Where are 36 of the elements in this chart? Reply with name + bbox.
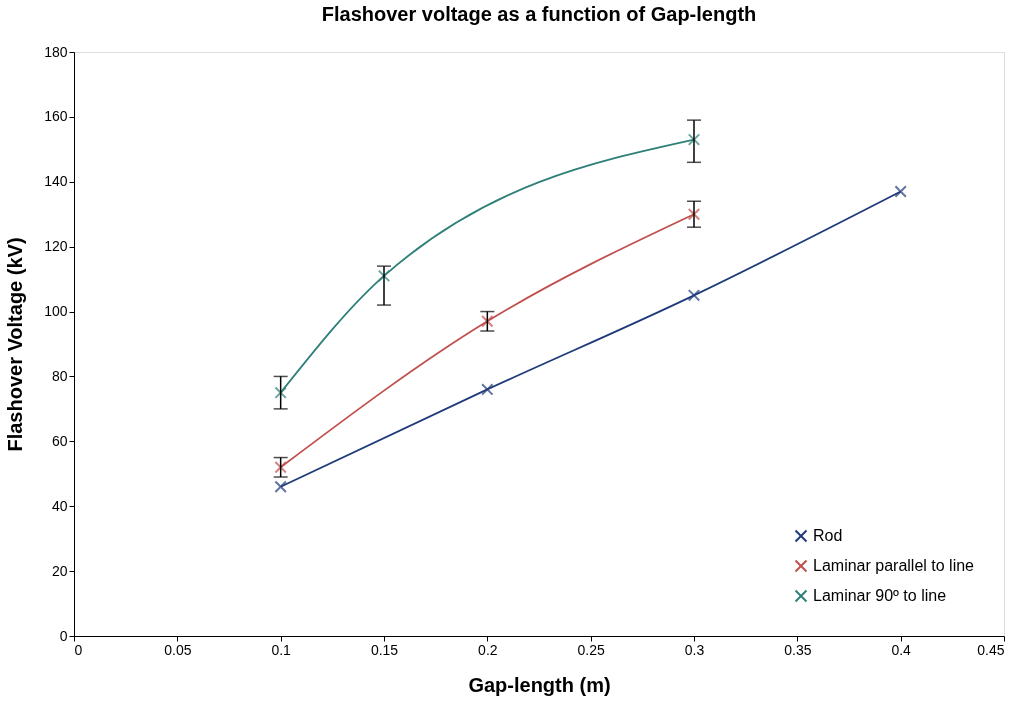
y-tick-label: 80 xyxy=(51,367,68,384)
y-tick-label: 180 xyxy=(44,43,68,60)
x-tick-label: 0 xyxy=(74,641,83,658)
point xyxy=(274,461,287,474)
y-tick-label: 140 xyxy=(44,173,68,190)
legend-label: Rod xyxy=(813,527,843,544)
legend-label: Laminar 90º to line xyxy=(813,587,947,604)
y-tick-label: 60 xyxy=(51,432,68,449)
legend-label: Laminar parallel to line xyxy=(813,557,975,574)
point xyxy=(687,289,701,302)
x-tick-label: 0.05 xyxy=(164,641,192,658)
x-tick-label: 0.1 xyxy=(271,641,292,658)
x-tick-label: 0.35 xyxy=(784,641,812,658)
x-tick-label: 0.15 xyxy=(370,641,399,658)
chart-title: Flashover voltage as a function of Gap-length xyxy=(321,3,757,25)
x-axis-title: Gap-length (m) xyxy=(468,673,611,696)
point xyxy=(894,185,907,198)
x-tick-label: 0.3 xyxy=(684,641,705,658)
point xyxy=(687,133,701,146)
y-tick-label: 0 xyxy=(59,627,68,644)
point xyxy=(274,480,287,493)
point xyxy=(481,383,494,396)
x-tick-label: 0.45 xyxy=(977,641,1005,658)
x-tick-label: 0.25 xyxy=(577,641,605,658)
point xyxy=(377,269,391,283)
y-tick-label: 20 xyxy=(51,562,68,579)
y-tick-label: 120 xyxy=(44,238,68,255)
x-tick-label: 0.2 xyxy=(478,641,498,658)
y-axis-title: Flashover Voltage (kV) xyxy=(4,237,27,452)
point xyxy=(481,315,494,328)
y-tick-label: 160 xyxy=(44,108,68,125)
x-tick-label: 0.4 xyxy=(891,641,912,658)
y-tick-label: 40 xyxy=(51,497,68,514)
y-tick-label: 100 xyxy=(44,303,68,320)
point xyxy=(687,207,701,221)
point xyxy=(274,386,287,399)
